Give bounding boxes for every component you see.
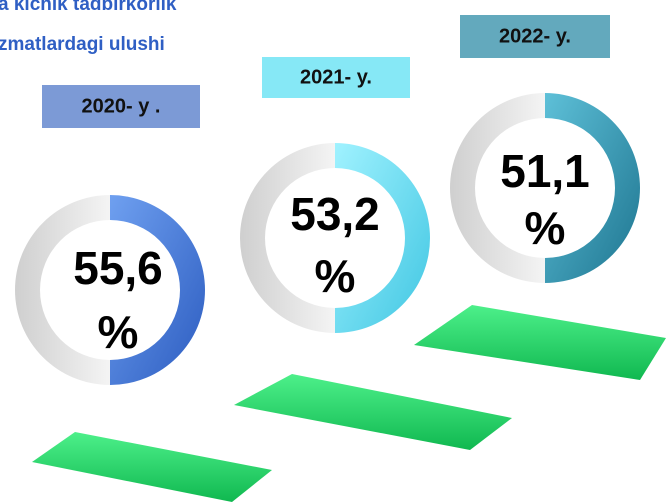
- value: 51,1: [500, 145, 590, 197]
- title-line: zmatlardagi ulushi: [0, 34, 165, 55]
- unit: %: [525, 202, 566, 254]
- platform: [234, 374, 512, 450]
- value: 53,2: [290, 188, 380, 240]
- year-label: 2020- y .: [82, 95, 161, 117]
- value: 55,6: [73, 242, 163, 294]
- platform: [32, 432, 272, 502]
- year-label: 2021- y.: [300, 66, 372, 88]
- ring: [240, 143, 430, 333]
- year-box: [460, 15, 610, 58]
- platform: [414, 305, 666, 380]
- ring: [15, 195, 205, 385]
- year-box: [262, 57, 410, 98]
- ring: [450, 93, 640, 283]
- unit: %: [98, 306, 139, 358]
- title-line: a kichik tadbirkorlik: [0, 0, 177, 15]
- year-label: 2022- y.: [499, 25, 571, 47]
- year-box: [42, 85, 200, 128]
- unit: %: [315, 250, 356, 302]
